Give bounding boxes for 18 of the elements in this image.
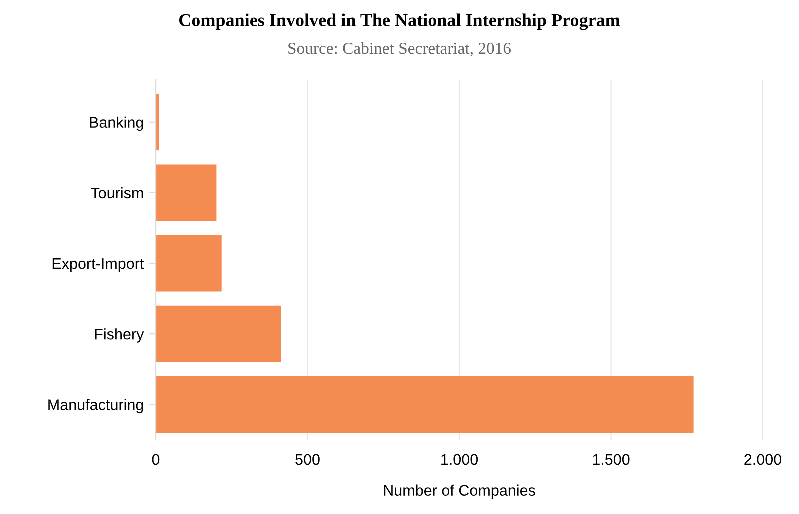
y-tick-label: Banking	[90, 116, 144, 132]
bar	[156, 235, 222, 292]
x-tick-label: 500	[296, 454, 320, 466]
y-tick-label: Manufacturing	[48, 399, 144, 414]
bar	[156, 306, 282, 362]
chart-title: Companies Involved in The National Internship Program	[180, 14, 620, 30]
y-tick-label: Tourism	[91, 187, 144, 199]
bar	[156, 94, 160, 151]
x-tick-label: 1.000	[442, 454, 478, 466]
y-tick-label: Export-Import	[52, 258, 144, 272]
x-tick-label: 2.000	[744, 454, 782, 466]
x-tick-label: 0	[152, 454, 160, 466]
x-axis-title: Number of Companies	[384, 484, 536, 500]
x-tick-label: 1.500	[593, 454, 630, 466]
chart-subtitle: Source: Cabinet Secretariat, 2016	[288, 42, 511, 57]
bar	[156, 164, 217, 222]
y-tick-label: Fishery	[95, 328, 144, 343]
bar	[156, 376, 694, 433]
